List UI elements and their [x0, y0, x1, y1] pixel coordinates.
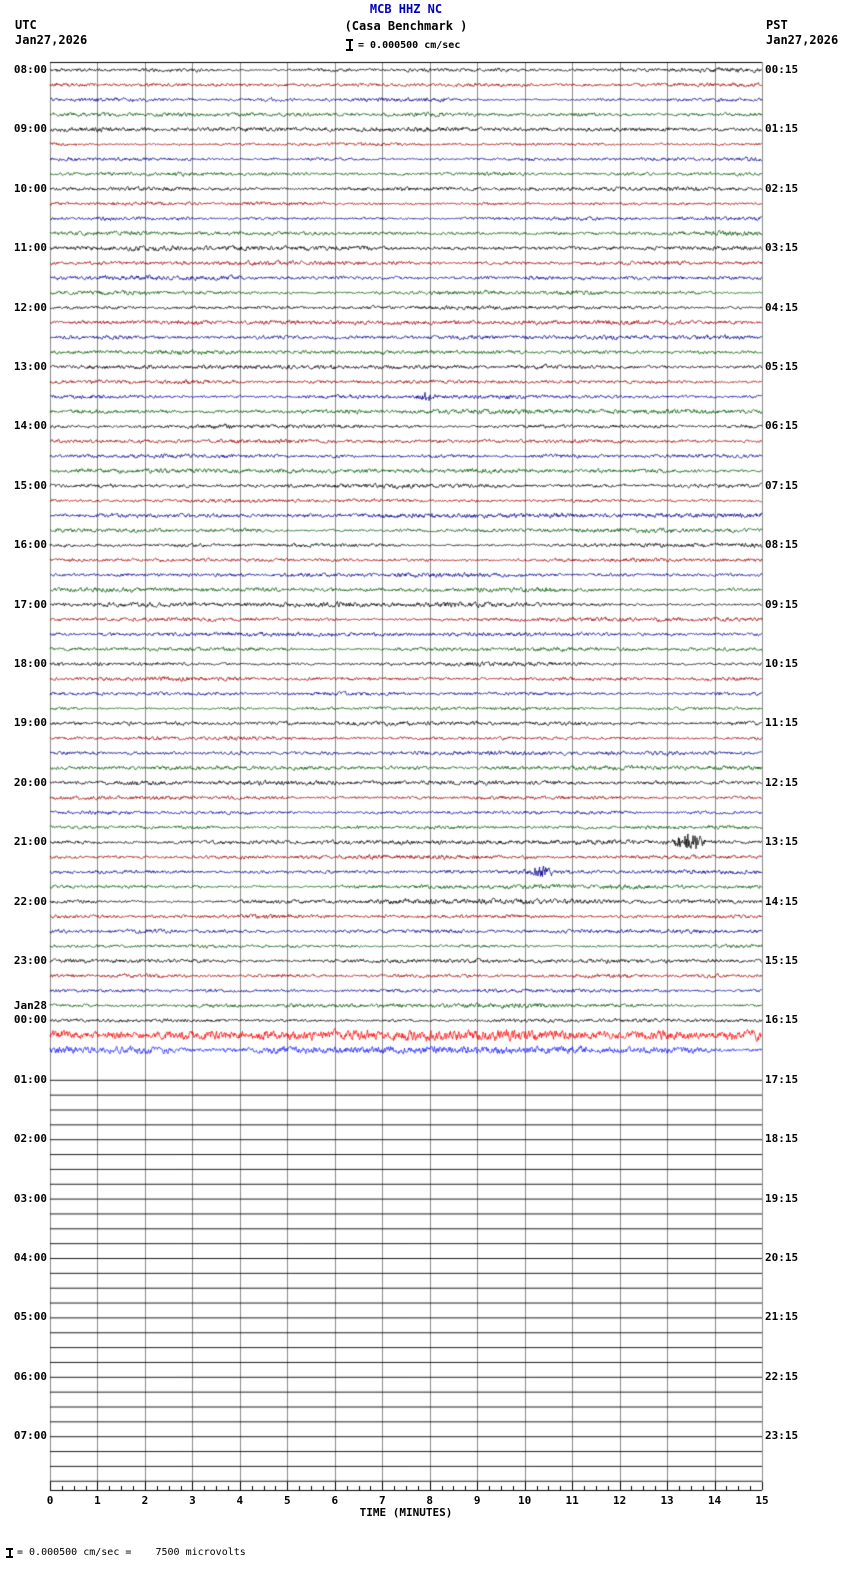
- scale-bar-icon: [6, 1547, 13, 1558]
- x-axis-title: TIME (MINUTES): [359, 1506, 453, 1519]
- footer-scale-note: = 0.000500 cm/sec = 7500 microvolts: [6, 1547, 246, 1558]
- footer-scale-text: = 0.000500 cm/sec = 7500 microvolts: [17, 1547, 246, 1558]
